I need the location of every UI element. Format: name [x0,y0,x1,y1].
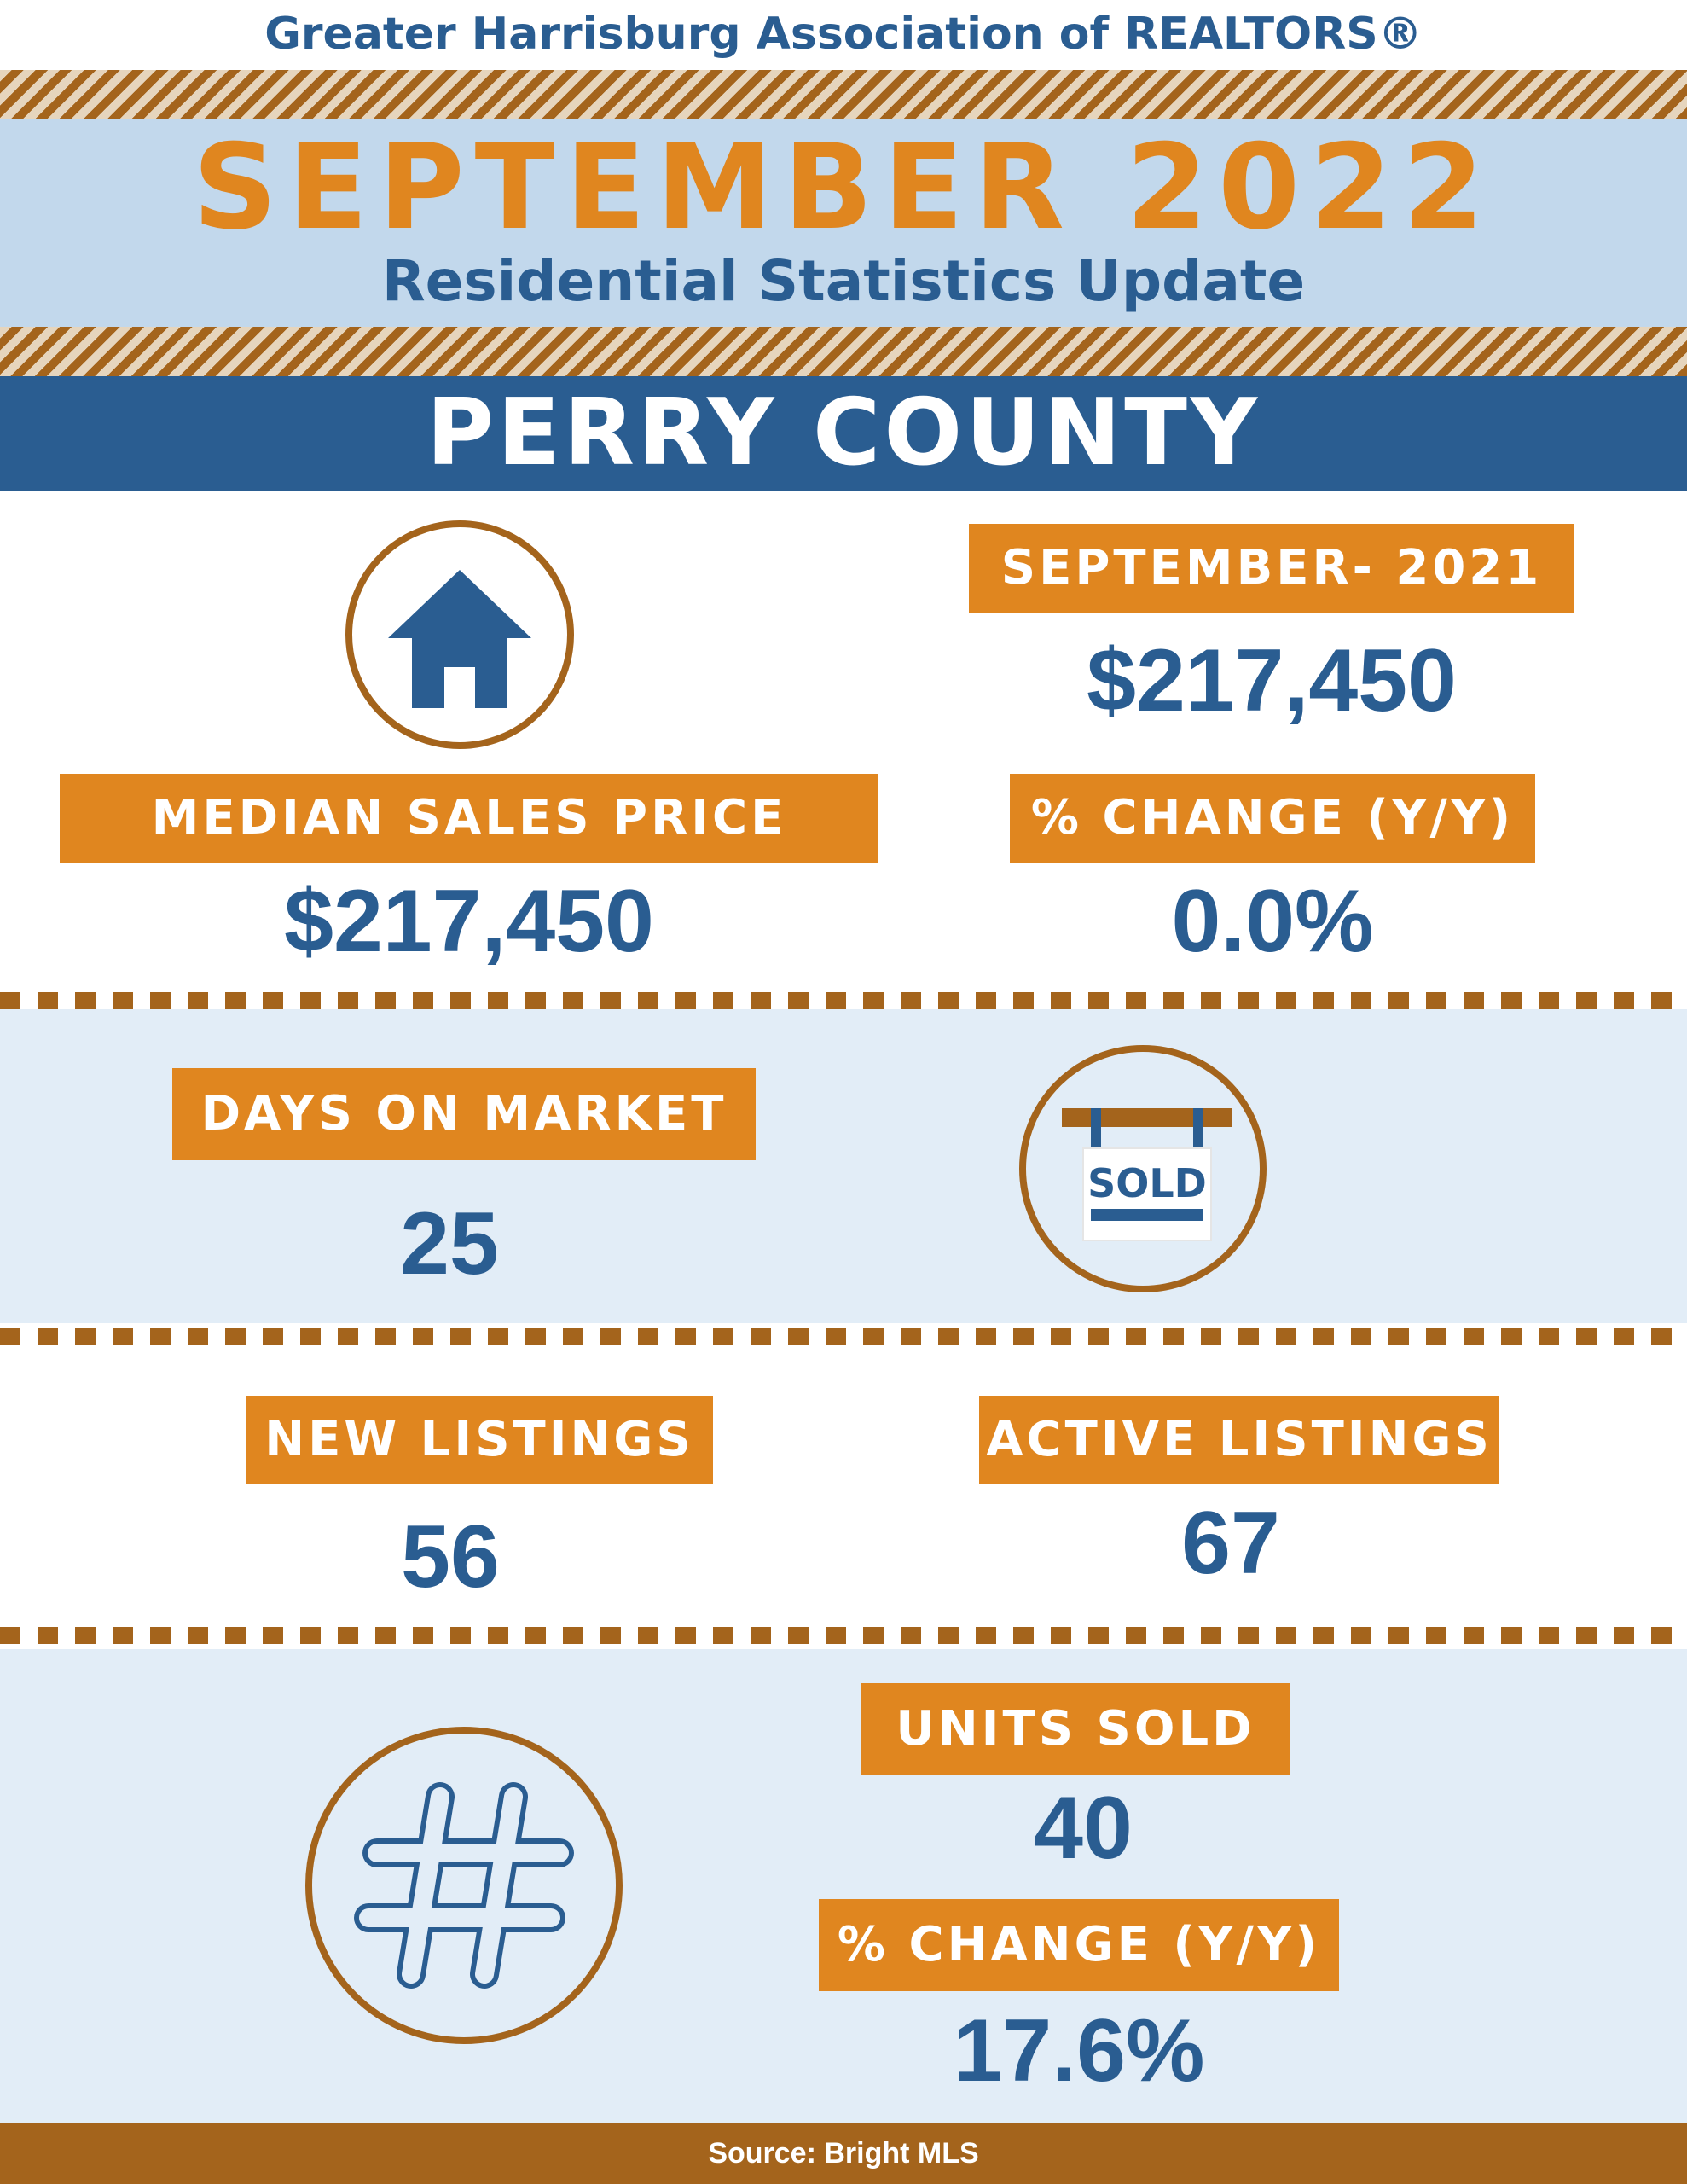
source-footer: Source: Bright MLS [0,2123,1687,2184]
prior-year-label: SEPTEMBER- 2021 [969,524,1574,613]
house-icon-circle [345,520,574,749]
price-change-value: 0.0% [1171,872,1374,971]
days-on-market-band [0,1009,1687,1323]
days-on-market-label: DAYS ON MARKET [172,1068,756,1160]
active-listings-label: ACTIVE LISTINGS [979,1396,1499,1484]
striped-divider-top [0,70,1687,119]
active-listings-value: 67 [1181,1494,1280,1593]
sold-sign-text: SOLD [1087,1160,1207,1206]
organization-title: Greater Harrisburg Association of REALTO… [264,9,1423,60]
sold-sign-icon: SOLD [1026,1052,1260,1286]
dotted-divider-3 [0,1627,1687,1644]
units-sold-label: UNITS SOLD [861,1683,1290,1775]
dotted-divider-1 [0,992,1687,1009]
price-change-label: % CHANGE (Y/Y) [1010,774,1535,863]
county-title: PERRY COUNTY [0,376,1687,491]
hashtag-icon-circle [305,1727,623,2044]
striped-divider-bottom [0,327,1687,376]
new-listings-value: 56 [401,1507,500,1606]
units-change-value: 17.6% [953,2001,1205,2100]
units-sold-value: 40 [1034,1779,1133,1878]
new-listings-label: NEW LISTINGS [246,1396,713,1484]
units-change-label: % CHANGE (Y/Y) [819,1899,1339,1991]
dotted-divider-2 [0,1328,1687,1345]
prior-year-price-value: $217,450 [1087,631,1457,730]
days-on-market-value: 25 [400,1194,499,1293]
median-sales-price-value: $217,450 [284,872,654,971]
sold-sign-circle: SOLD [1019,1045,1267,1292]
hashtag-icon [354,1782,574,1989]
header-band [0,119,1687,327]
house-icon [388,570,531,708]
report-subtitle: Residential Statistics Update [381,248,1306,314]
units-sold-band [0,1649,1687,2123]
median-sales-price-label: MEDIAN SALES PRICE [60,774,878,863]
month-title: SEPTEMBER 2022 [192,119,1495,256]
